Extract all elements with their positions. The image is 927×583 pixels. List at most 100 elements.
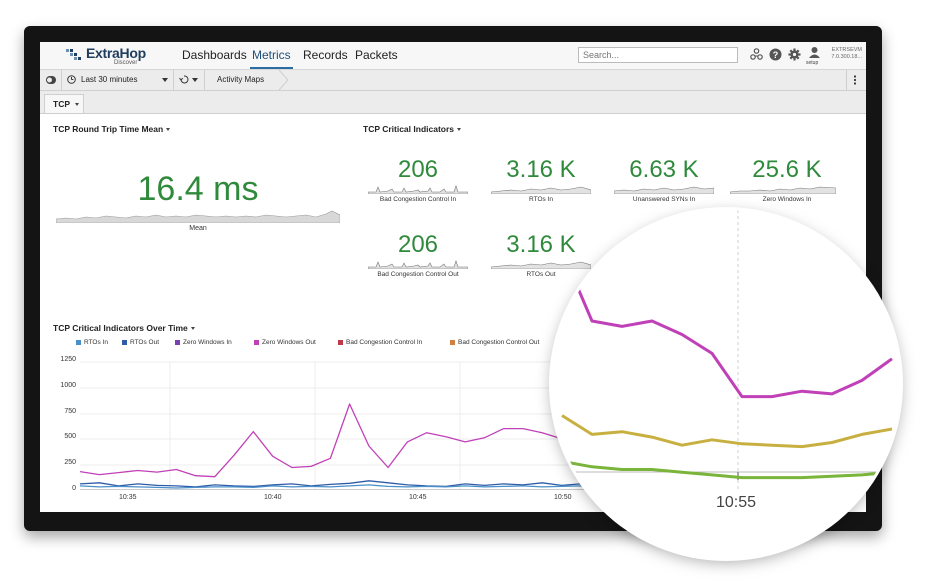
y-axis-tick: 250 (64, 459, 76, 466)
nav-packets[interactable]: Packets (355, 48, 398, 62)
legend-item-zero-windows-out[interactable]: Zero Windows Out (254, 339, 316, 346)
metric-value: 206 (397, 231, 439, 258)
y-axis-tick: 0 (72, 485, 76, 492)
chevron-down-icon[interactable] (190, 327, 195, 331)
y-axis-tick: 1250 (60, 356, 76, 363)
user-label: setup (806, 60, 819, 66)
logo-subtitle: Discover (114, 60, 138, 66)
over-time-title-text: TCP Critical Indicators Over Time (53, 323, 188, 333)
series-line-bad-congestion-control-in (561, 459, 893, 480)
series-line-zero-windows-out (80, 387, 600, 478)
toolbar-divider (204, 70, 205, 90)
gear-icon[interactable] (788, 48, 801, 61)
tab-tcp-label: TCP (53, 99, 70, 109)
toolbar: Last 30 minutes Activity Maps (40, 70, 866, 91)
metric-label: Unanswered SYNs In (632, 196, 696, 203)
metric-value: 3.16 K (506, 156, 576, 183)
chart-series-group (80, 387, 600, 489)
chevron-down-icon[interactable] (192, 78, 198, 82)
sparkline (368, 260, 468, 269)
svg-text:?: ? (773, 50, 779, 60)
metric-label: RTOs Out (526, 271, 556, 278)
rtt-mean-value: 16.4 ms (137, 170, 259, 208)
top-nav: ExtraHop Discover Dashboards Metrics Rec… (40, 42, 866, 70)
over-time-widget-title[interactable]: TCP Critical Indicators Over Time (53, 323, 195, 333)
y-axis-tick: 750 (64, 408, 76, 415)
magnified-x-tick: 10:55 (716, 494, 757, 511)
x-axis-tick: 10:35 (119, 494, 137, 501)
x-axis-tick: 10:50 (554, 494, 572, 501)
chevron-down-icon[interactable] (457, 128, 462, 132)
legend-item-bad-congestion-out[interactable]: Bad Congestion Control Out (450, 339, 539, 346)
over-time-chart[interactable] (80, 360, 600, 490)
critical-title-text: TCP Critical Indicators (363, 124, 455, 134)
more-options-icon[interactable] (853, 75, 857, 85)
y-axis-tick: 1000 (60, 382, 76, 389)
legend-item-bad-congestion-in[interactable]: Bad Congestion Control In (338, 339, 422, 346)
tab-bar: TCP (40, 91, 866, 114)
nav-records[interactable]: Records (303, 48, 348, 62)
x-axis-tick: 10:45 (409, 494, 427, 501)
critical-widget-title[interactable]: TCP Critical Indicators (363, 124, 462, 134)
magnified-chart (552, 210, 900, 490)
chevron-down-icon[interactable] (162, 78, 168, 82)
toolbar-divider (846, 70, 847, 90)
legend-label: RTOs In (84, 339, 108, 346)
chart-gridlines (80, 361, 600, 490)
series-line-rtos-in (80, 484, 600, 489)
sparkline (730, 186, 836, 194)
legend-item-rtos-in[interactable]: RTOs In (76, 339, 108, 346)
sparkline (614, 186, 714, 194)
metric-label: RTOs In (529, 196, 553, 203)
user-icon[interactable] (808, 46, 821, 59)
logo-text: ExtraHop (86, 45, 146, 61)
series-line-zero-windows-out (560, 250, 893, 399)
activity-maps-link[interactable]: Activity Maps (217, 75, 265, 84)
time-range-selector[interactable]: Last 30 minutes (81, 75, 138, 84)
active-nav-indicator (250, 67, 293, 69)
system-name: EXTRSEVM 7.0.300.18... (830, 47, 862, 61)
search-input[interactable] (578, 47, 738, 63)
legend-item-rtos-out[interactable]: RTOs Out (122, 339, 159, 346)
y-axis-tick: 500 (64, 433, 76, 440)
legend-swatch (76, 339, 81, 345)
rtt-mean-label: Mean (189, 225, 207, 232)
legend-swatch (450, 339, 455, 345)
history-icon[interactable] (179, 75, 189, 84)
help-icon[interactable]: ? (769, 48, 782, 61)
metric-value: 206 (397, 156, 439, 183)
metric-label: Zero Windows In (762, 196, 812, 203)
network-icon[interactable] (750, 48, 763, 61)
sparkline (368, 185, 468, 194)
toolbar-divider (61, 70, 62, 90)
legend-swatch (122, 339, 127, 345)
series-line-bad-congestion-control-out (561, 414, 893, 449)
chevron-down-icon[interactable] (166, 128, 171, 132)
legend-label: Bad Congestion Control Out (458, 339, 540, 346)
breadcrumb-arrow-icon (278, 70, 289, 90)
legend-label: Zero Windows Out (262, 339, 316, 346)
metric-value: 25.6 K (752, 156, 822, 183)
legend-label: RTOs Out (130, 339, 160, 346)
legend-item-zero-windows-in[interactable]: Zero Windows In (175, 339, 232, 346)
legend-swatch (175, 339, 180, 345)
series-line-rtos-out (80, 480, 600, 488)
metric-label: Bad Congestion Control Out (377, 271, 459, 278)
clock-icon (67, 75, 76, 84)
nav-dashboards[interactable]: Dashboards (182, 48, 247, 62)
legend-label: Bad Congestion Control In (346, 339, 423, 346)
rtt-widget-title[interactable]: TCP Round Trip Time Mean (53, 124, 171, 134)
system-name-line-2: 7.0.300.18... (831, 54, 862, 60)
legend-swatch (254, 339, 259, 345)
nav-metrics[interactable]: Metrics (252, 48, 291, 62)
x-axis-tick: 10:40 (264, 494, 282, 501)
toggle-icon[interactable] (46, 76, 56, 84)
metric-value: 6.63 K (629, 156, 699, 183)
rtt-sparkline (56, 210, 340, 223)
rtt-title-text: TCP Round Trip Time Mean (53, 124, 164, 134)
chevron-down-icon[interactable] (75, 103, 79, 106)
legend-swatch (338, 339, 343, 345)
logo-icon (66, 49, 81, 60)
tab-tcp[interactable]: TCP (44, 94, 84, 113)
magnified-series-group (560, 250, 893, 480)
